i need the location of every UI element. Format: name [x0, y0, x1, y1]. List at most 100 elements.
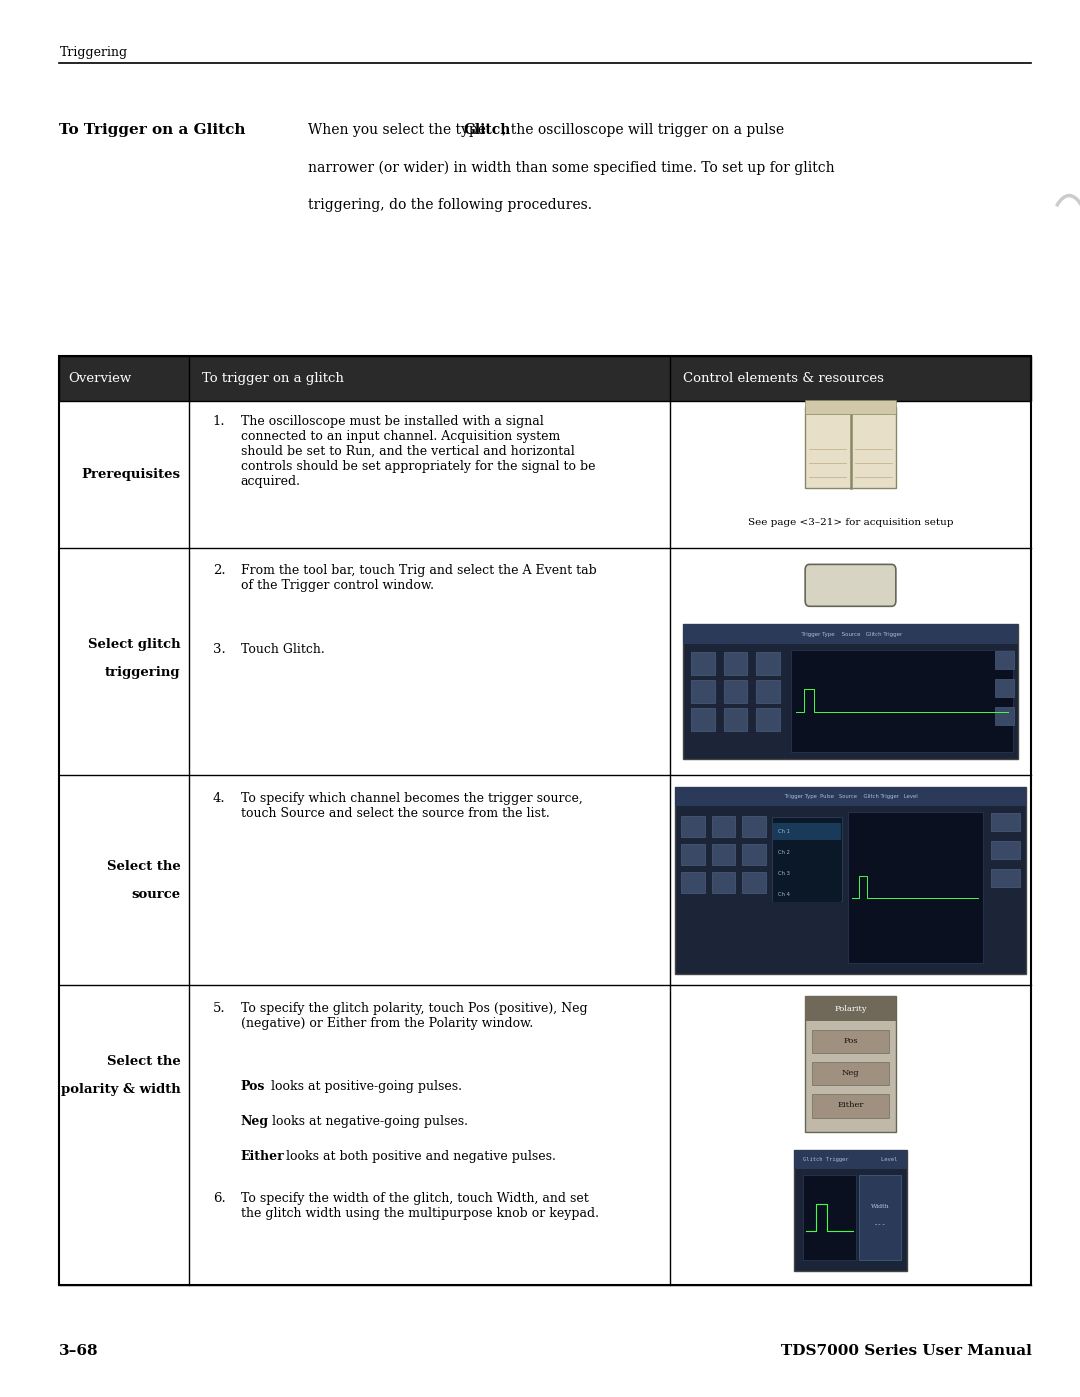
Text: To trigger on a glitch: To trigger on a glitch: [202, 372, 343, 386]
Text: Width: Width: [870, 1204, 890, 1208]
Text: looks at negative-going pulses.: looks at negative-going pulses.: [268, 1115, 468, 1127]
Text: , the oscilloscope will trigger on a pulse: , the oscilloscope will trigger on a pul…: [502, 123, 784, 137]
Bar: [681, 872, 705, 893]
Text: 3.: 3.: [213, 643, 226, 655]
Bar: [812, 1030, 890, 1053]
Text: Trigger Type    Source   Glitch Trigger: Trigger Type Source Glitch Trigger: [798, 631, 903, 637]
Bar: [683, 624, 1018, 759]
Text: To Trigger on a Glitch: To Trigger on a Glitch: [59, 123, 246, 137]
Text: 6.: 6.: [213, 1192, 226, 1204]
Text: Ch 1: Ch 1: [778, 828, 789, 834]
Text: source: source: [132, 887, 180, 901]
Bar: [773, 823, 841, 840]
Text: Overview: Overview: [68, 372, 132, 386]
Bar: [991, 813, 1020, 831]
Bar: [681, 844, 705, 865]
Bar: [756, 652, 780, 675]
Bar: [683, 624, 1018, 644]
Text: 3–68: 3–68: [59, 1344, 99, 1358]
Bar: [724, 708, 747, 731]
Text: Pos: Pos: [843, 1037, 858, 1045]
Bar: [712, 816, 735, 837]
Text: Trigger Type  Pulse   Source    Glitch Trigger   Level: Trigger Type Pulse Source Glitch Trigger…: [783, 793, 918, 799]
Text: See page <3–21> for acquisition setup: See page <3–21> for acquisition setup: [747, 518, 954, 527]
Bar: [806, 996, 896, 1132]
Bar: [791, 650, 1013, 752]
Bar: [991, 841, 1020, 859]
Text: Glitch Trigger          Level: Glitch Trigger Level: [804, 1157, 897, 1162]
Text: To specify the glitch polarity, touch Pos (positive), Neg
(negative) or Either f: To specify the glitch polarity, touch Po…: [241, 1002, 588, 1030]
Bar: [724, 652, 747, 675]
Text: Either: Either: [241, 1150, 285, 1162]
Text: Either: Either: [837, 1101, 864, 1109]
Bar: [773, 844, 841, 861]
Text: To specify the width of the glitch, touch Width, and set
the glitch width using : To specify the width of the glitch, touc…: [241, 1192, 598, 1220]
Bar: [724, 680, 747, 703]
Bar: [691, 708, 715, 731]
Bar: [794, 1150, 907, 1271]
Text: 2.: 2.: [213, 564, 226, 577]
Text: 1.: 1.: [213, 415, 226, 427]
Bar: [772, 817, 842, 901]
FancyBboxPatch shape: [806, 564, 895, 606]
Bar: [812, 1062, 890, 1085]
Text: Triggering: Triggering: [59, 46, 127, 59]
Text: triggering, do the following procedures.: triggering, do the following procedures.: [308, 198, 592, 212]
Bar: [691, 652, 715, 675]
Text: triggering: triggering: [105, 666, 180, 679]
Text: 4.: 4.: [213, 792, 226, 805]
Text: looks at positive-going pulses.: looks at positive-going pulses.: [267, 1080, 462, 1092]
Bar: [756, 680, 780, 703]
Text: Neg: Neg: [841, 1069, 860, 1077]
Text: 5.: 5.: [213, 1002, 226, 1014]
Bar: [712, 872, 735, 893]
Bar: [691, 680, 715, 703]
Bar: [675, 787, 1026, 806]
Bar: [756, 708, 780, 731]
Text: Select the: Select the: [107, 1055, 180, 1069]
Text: From the tool bar, touch Trig and select the A Event tab
of the Trigger control : From the tool bar, touch Trig and select…: [241, 564, 596, 592]
Text: Select glitch: Select glitch: [87, 638, 180, 651]
Text: looks at both positive and negative pulses.: looks at both positive and negative puls…: [282, 1150, 556, 1162]
Text: Trig: Trig: [838, 578, 863, 592]
Bar: [802, 1175, 855, 1260]
Text: Pos: Pos: [241, 1080, 266, 1092]
Bar: [681, 816, 705, 837]
Text: Neg: Neg: [241, 1115, 269, 1127]
Text: Control elements & resources: Control elements & resources: [683, 372, 883, 386]
Bar: [848, 812, 983, 963]
Bar: [742, 844, 766, 865]
Text: Select the: Select the: [107, 859, 180, 873]
Bar: [806, 400, 895, 415]
Bar: [59, 356, 1031, 401]
Bar: [995, 679, 1014, 697]
Bar: [742, 872, 766, 893]
Text: polarity & width: polarity & width: [60, 1083, 180, 1097]
Bar: [712, 844, 735, 865]
Text: Prerequisites: Prerequisites: [81, 468, 180, 481]
Text: Ch 2: Ch 2: [778, 849, 789, 855]
Bar: [860, 1175, 901, 1260]
Bar: [742, 816, 766, 837]
Bar: [806, 996, 896, 1021]
Bar: [794, 1150, 907, 1169]
Text: Polarity: Polarity: [834, 1004, 867, 1013]
Text: When you select the type: When you select the type: [308, 123, 490, 137]
Bar: [806, 408, 895, 489]
Text: To specify which channel becomes the trigger source,
touch Source and select the: To specify which channel becomes the tri…: [241, 792, 582, 820]
Bar: [773, 886, 841, 902]
Text: ---: ---: [874, 1221, 887, 1228]
Text: Ch 3: Ch 3: [778, 870, 789, 876]
Text: narrower (or wider) in width than some specified time. To set up for glitch: narrower (or wider) in width than some s…: [308, 161, 835, 175]
Text: Ch 4: Ch 4: [778, 891, 789, 897]
Text: TDS7000 Series User Manual: TDS7000 Series User Manual: [781, 1344, 1031, 1358]
Bar: [812, 1094, 890, 1118]
Text: The oscilloscope must be installed with a signal
connected to an input channel. : The oscilloscope must be installed with …: [241, 415, 595, 488]
Bar: [675, 787, 1026, 974]
Text: Touch Glitch.: Touch Glitch.: [241, 643, 325, 655]
Text: Glitch: Glitch: [463, 123, 511, 137]
Bar: [995, 651, 1014, 669]
Bar: [59, 356, 1031, 1285]
Bar: [991, 869, 1020, 887]
Bar: [773, 865, 841, 882]
